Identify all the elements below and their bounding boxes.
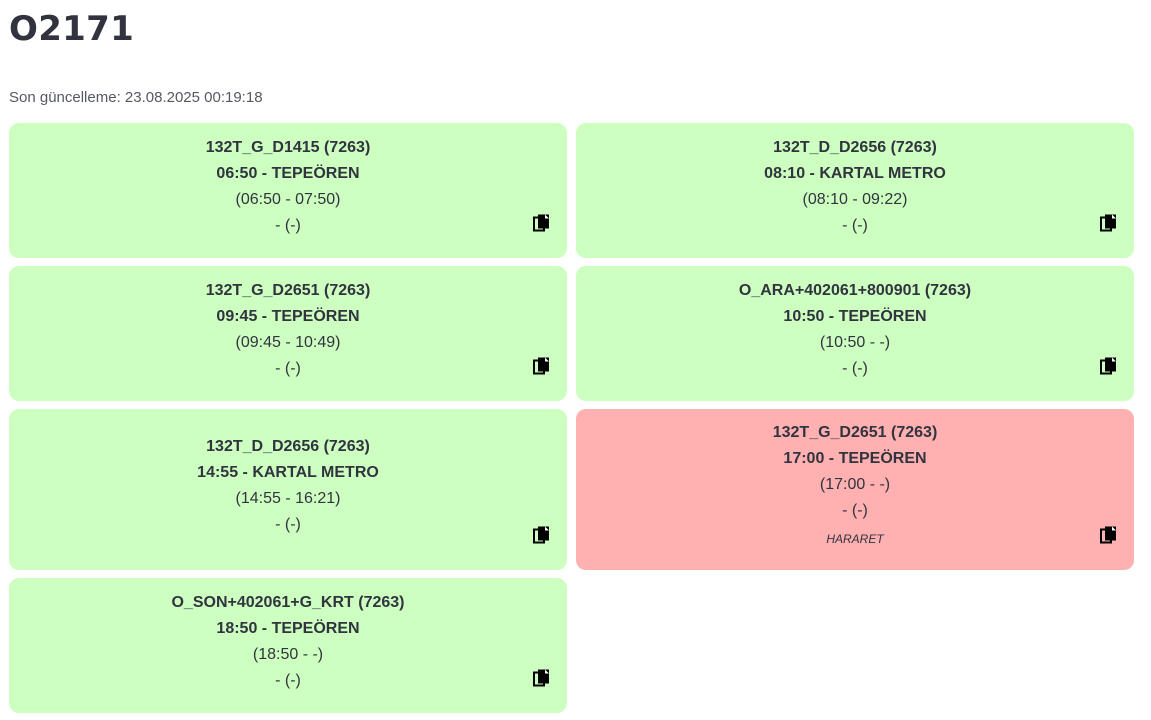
trip-card: 132T_G_D1415 (7263) 06:50 - TEPEÖREN (06… [9,123,567,258]
trip-actual-times: - (-) [275,216,301,234]
trip-card: 132T_G_D2651 (7263) 09:45 - TEPEÖREN (09… [9,266,567,401]
copy-icon[interactable] [533,526,551,546]
trip-departure: 10:50 - TEPEÖREN [783,307,927,325]
copy-icon[interactable] [533,214,551,234]
copy-icon[interactable] [533,669,551,689]
trip-planned-times: (08:10 - 09:22) [802,190,908,208]
trip-planned-times: (14:55 - 16:21) [235,489,341,507]
trip-actual-times: - (-) [275,671,301,689]
copy-icon[interactable] [1100,526,1118,546]
trip-card: 132T_D_D2656 (7263) 14:55 - KARTAL METRO… [9,409,567,570]
trip-departure: 08:10 - KARTAL METRO [764,164,946,182]
trip-departure: 18:50 - TEPEÖREN [216,619,360,637]
trip-actual-times: - (-) [275,359,301,377]
trip-code: 132T_G_D1415 (7263) [205,138,371,156]
trip-planned-times: (09:45 - 10:49) [235,333,341,351]
trip-departure: 09:45 - TEPEÖREN [216,307,360,325]
trip-actual-times: - (-) [842,501,868,519]
trip-code: 132T_D_D2656 (7263) [206,437,370,455]
trip-code: 132T_G_D2651 (7263) [772,423,938,441]
copy-icon[interactable] [1100,214,1118,234]
trip-code: 132T_D_D2656 (7263) [773,138,937,156]
trip-departure: 06:50 - TEPEÖREN [216,164,360,182]
copy-icon[interactable] [1100,357,1118,377]
trip-actual-times: - (-) [842,359,868,377]
trip-planned-times: (06:50 - 07:50) [235,190,341,208]
trip-actual-times: - (-) [842,216,868,234]
trip-card: O_SON+402061+G_KRT (7263) 18:50 - TEPEÖR… [9,578,567,713]
trip-card: 132T_G_D2651 (7263) 17:00 - TEPEÖREN (17… [576,409,1134,570]
copy-icon[interactable] [533,357,551,377]
trip-fault-note: HARARET [826,531,884,546]
trip-planned-times: (17:00 - -) [819,475,891,493]
trip-card-grid: 132T_G_D1415 (7263) 06:50 - TEPEÖREN (06… [9,123,1134,713]
trip-code: O_SON+402061+G_KRT (7263) [171,593,405,611]
page-title: O2171 [9,9,135,49]
trip-planned-times: (18:50 - -) [252,645,324,663]
trip-card: 132T_D_D2656 (7263) 08:10 - KARTAL METRO… [576,123,1134,258]
trip-code: 132T_G_D2651 (7263) [205,281,371,299]
last-update-text: Son güncelleme: 23.08.2025 00:19:18 [9,89,263,106]
trip-departure: 17:00 - TEPEÖREN [783,449,927,467]
trip-card: O_ARA+402061+800901 (7263) 10:50 - TEPEÖ… [576,266,1134,401]
trip-planned-times: (10:50 - -) [819,333,891,351]
trip-actual-times: - (-) [275,515,301,533]
trip-departure: 14:55 - KARTAL METRO [197,463,379,481]
trip-code: O_ARA+402061+800901 (7263) [738,281,972,299]
